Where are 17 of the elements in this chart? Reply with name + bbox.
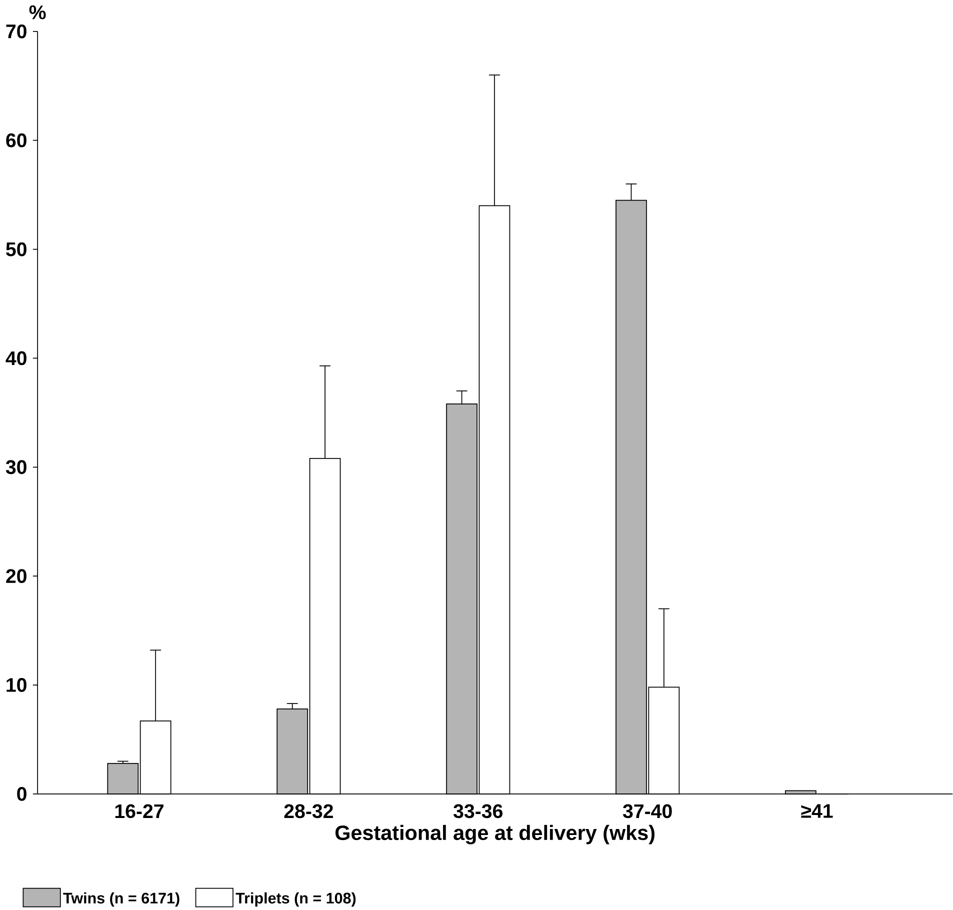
x-tick-label: 28-32 — [284, 804, 333, 818]
y-axis-title: % — [29, 5, 46, 20]
y-tick-label: 20 — [6, 569, 26, 583]
x-tick-label: 33-36 — [454, 804, 502, 818]
x-axis-title: Gestational age at delivery (wks) — [335, 824, 654, 844]
y-tick-label: 10 — [6, 678, 26, 692]
legend-label: Twins (n = 6171) — [63, 892, 180, 906]
x-tick-label: 37-40 — [622, 804, 672, 818]
y-tick-label: 30 — [6, 460, 26, 474]
y-tick-label: 40 — [6, 351, 26, 366]
legend-label: Triplets (n = 108) — [236, 892, 356, 906]
x-tick-label: ≥41 — [801, 804, 833, 818]
y-tick-label: 0 — [17, 786, 26, 801]
y-tick-label: 50 — [6, 242, 26, 256]
y-tick-label: 60 — [6, 133, 26, 148]
x-tick-label: 16-27 — [115, 804, 164, 818]
y-tick-label: 70 — [6, 24, 26, 38]
